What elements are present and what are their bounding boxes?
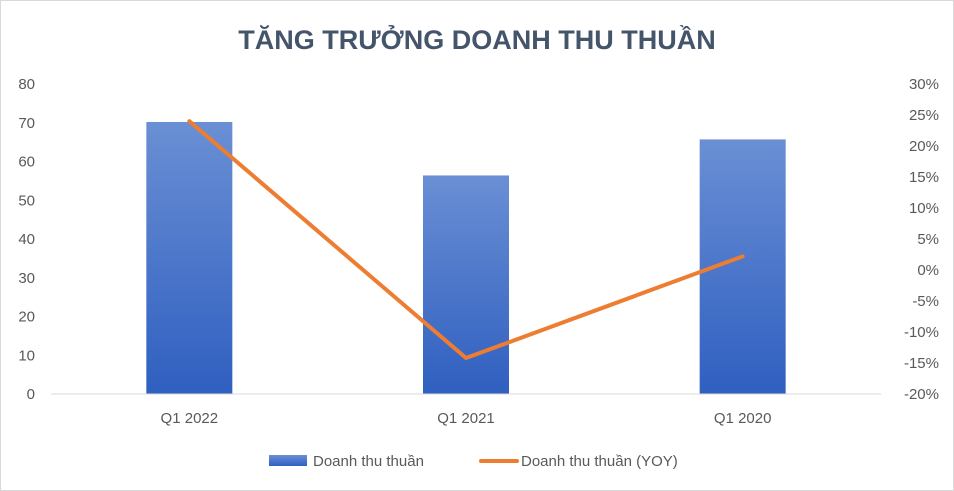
bar-series — [146, 121, 786, 394]
right-axis-ticks: -20% -15% -10% -5% 0% 5% 10% 15% 20% 25% 30% — [904, 76, 939, 403]
left-axis-ticks: 0 10 20 30 40 50 60 70 80 — [18, 76, 35, 403]
legend-bar-label: Doanh thu thuần — [313, 453, 424, 470]
chart-title: TĂNG TRƯỞNG DOANH THU THUẦN — [238, 23, 715, 55]
left-tick-label: 50 — [18, 192, 35, 209]
right-tick-label: 15% — [909, 169, 939, 186]
left-tick-label: 60 — [18, 154, 35, 171]
bar — [423, 175, 509, 394]
right-tick-label: 5% — [917, 231, 939, 248]
right-tick-label: 30% — [909, 76, 939, 93]
right-tick-label: 0% — [917, 262, 939, 279]
line-series — [187, 119, 745, 361]
right-tick-label: -10% — [904, 324, 939, 341]
right-tick-label: -5% — [912, 293, 939, 310]
left-tick-label: 70 — [18, 115, 35, 132]
left-tick-label: 30 — [18, 270, 35, 287]
left-tick-label: 0 — [27, 386, 35, 403]
right-tick-label: 10% — [909, 200, 939, 217]
category-label: Q1 2020 — [714, 410, 772, 427]
legend: Doanh thu thuần Doanh thu thuần (YOY) — [269, 453, 678, 470]
category-label: Q1 2022 — [161, 410, 219, 427]
left-tick-label: 40 — [18, 231, 35, 248]
legend-bar-swatch — [269, 455, 307, 466]
legend-line-label: Doanh thu thuần (YOY) — [521, 453, 678, 470]
bar — [146, 121, 233, 394]
right-tick-label: 25% — [909, 107, 939, 124]
category-label: Q1 2021 — [437, 410, 495, 427]
right-tick-label: -15% — [904, 355, 939, 372]
left-tick-label: 10 — [18, 347, 35, 364]
left-tick-label: 80 — [18, 76, 35, 93]
right-tick-label: 20% — [909, 138, 939, 155]
category-labels: Q1 2022 Q1 2021 Q1 2020 — [161, 410, 772, 427]
left-tick-label: 20 — [18, 309, 35, 326]
right-tick-label: -20% — [904, 386, 939, 403]
